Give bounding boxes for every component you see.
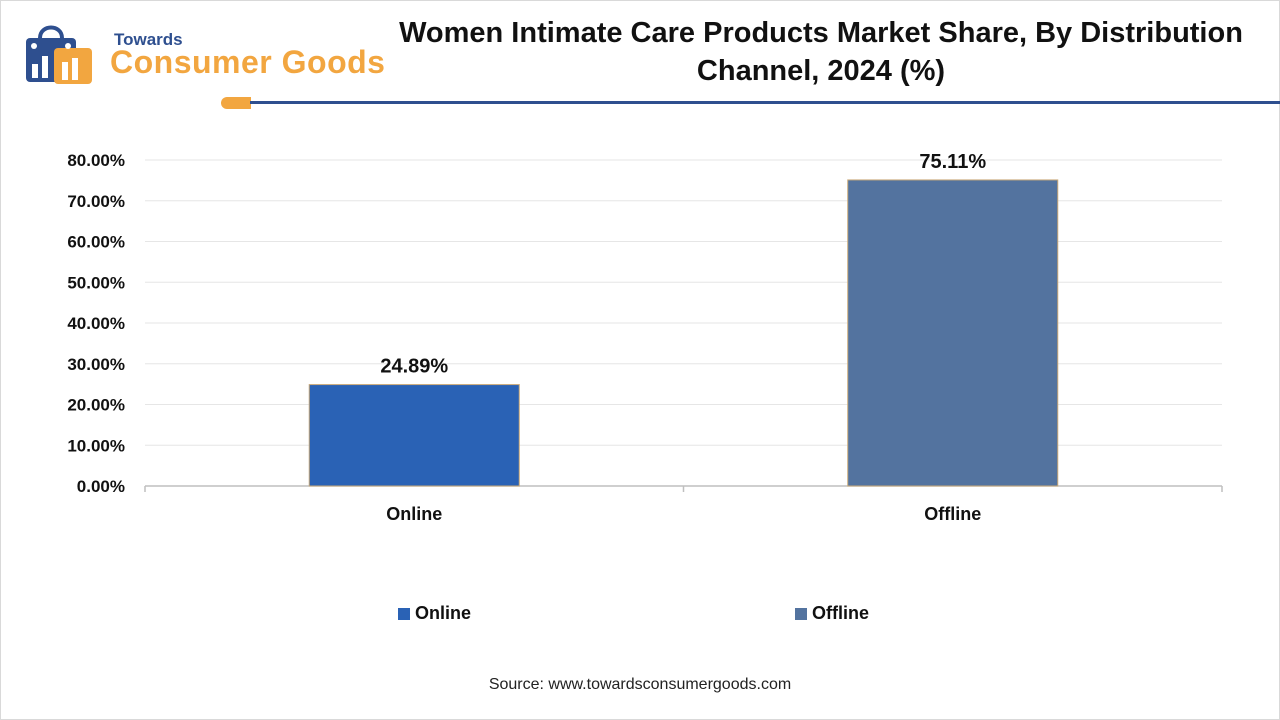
y-tick-label: 0.00% <box>77 477 125 496</box>
brand-small-text: Towards <box>114 30 183 49</box>
data-label: 75.11% <box>919 151 986 173</box>
legend-item-offline: Offline <box>795 603 869 624</box>
legend-label-offline: Offline <box>812 603 869 623</box>
y-tick-label: 30.00% <box>67 355 125 374</box>
legend-label-online: Online <box>415 603 472 623</box>
y-tick-label: 40.00% <box>67 314 125 333</box>
brand-logo: Towards Consumer Goods <box>18 18 385 88</box>
legend-swatch-offline <box>795 607 807 620</box>
bar-online <box>308 384 520 487</box>
bar-chart: 0.00% 10.00% 20.00% 30.00% 40.00% 50.00% 60.00… <box>67 151 1223 524</box>
header-rule-tab <box>221 97 251 109</box>
shopping-bag-icon <box>26 25 92 84</box>
chart-title-line2: Channel, 2024 (%) <box>696 55 946 87</box>
source-note: Source: www.towardsconsumergoods.com <box>488 676 792 693</box>
chart-title: Women Intimate Care Products Market Shar… <box>370 14 1272 90</box>
y-tick-label: 80.00% <box>67 151 125 170</box>
brand-big-text: Consumer Goods <box>110 44 386 80</box>
y-tick-label: 50.00% <box>67 273 125 292</box>
x-category-label: Offline <box>924 504 981 524</box>
header-rule <box>250 101 1280 104</box>
data-label: 24.89% <box>380 356 448 378</box>
y-tick-label: 60.00% <box>67 233 125 252</box>
legend-item-online: Online <box>398 603 471 624</box>
x-category-label: Online <box>386 504 442 524</box>
y-tick-label: 10.00% <box>67 436 125 455</box>
bar-offline <box>847 179 1059 487</box>
y-tick-label: 20.00% <box>67 396 125 415</box>
y-tick-label: 70.00% <box>67 192 125 211</box>
chart-title-line1: Women Intimate Care Products Market Shar… <box>399 17 1243 49</box>
legend-swatch-online <box>398 607 410 620</box>
